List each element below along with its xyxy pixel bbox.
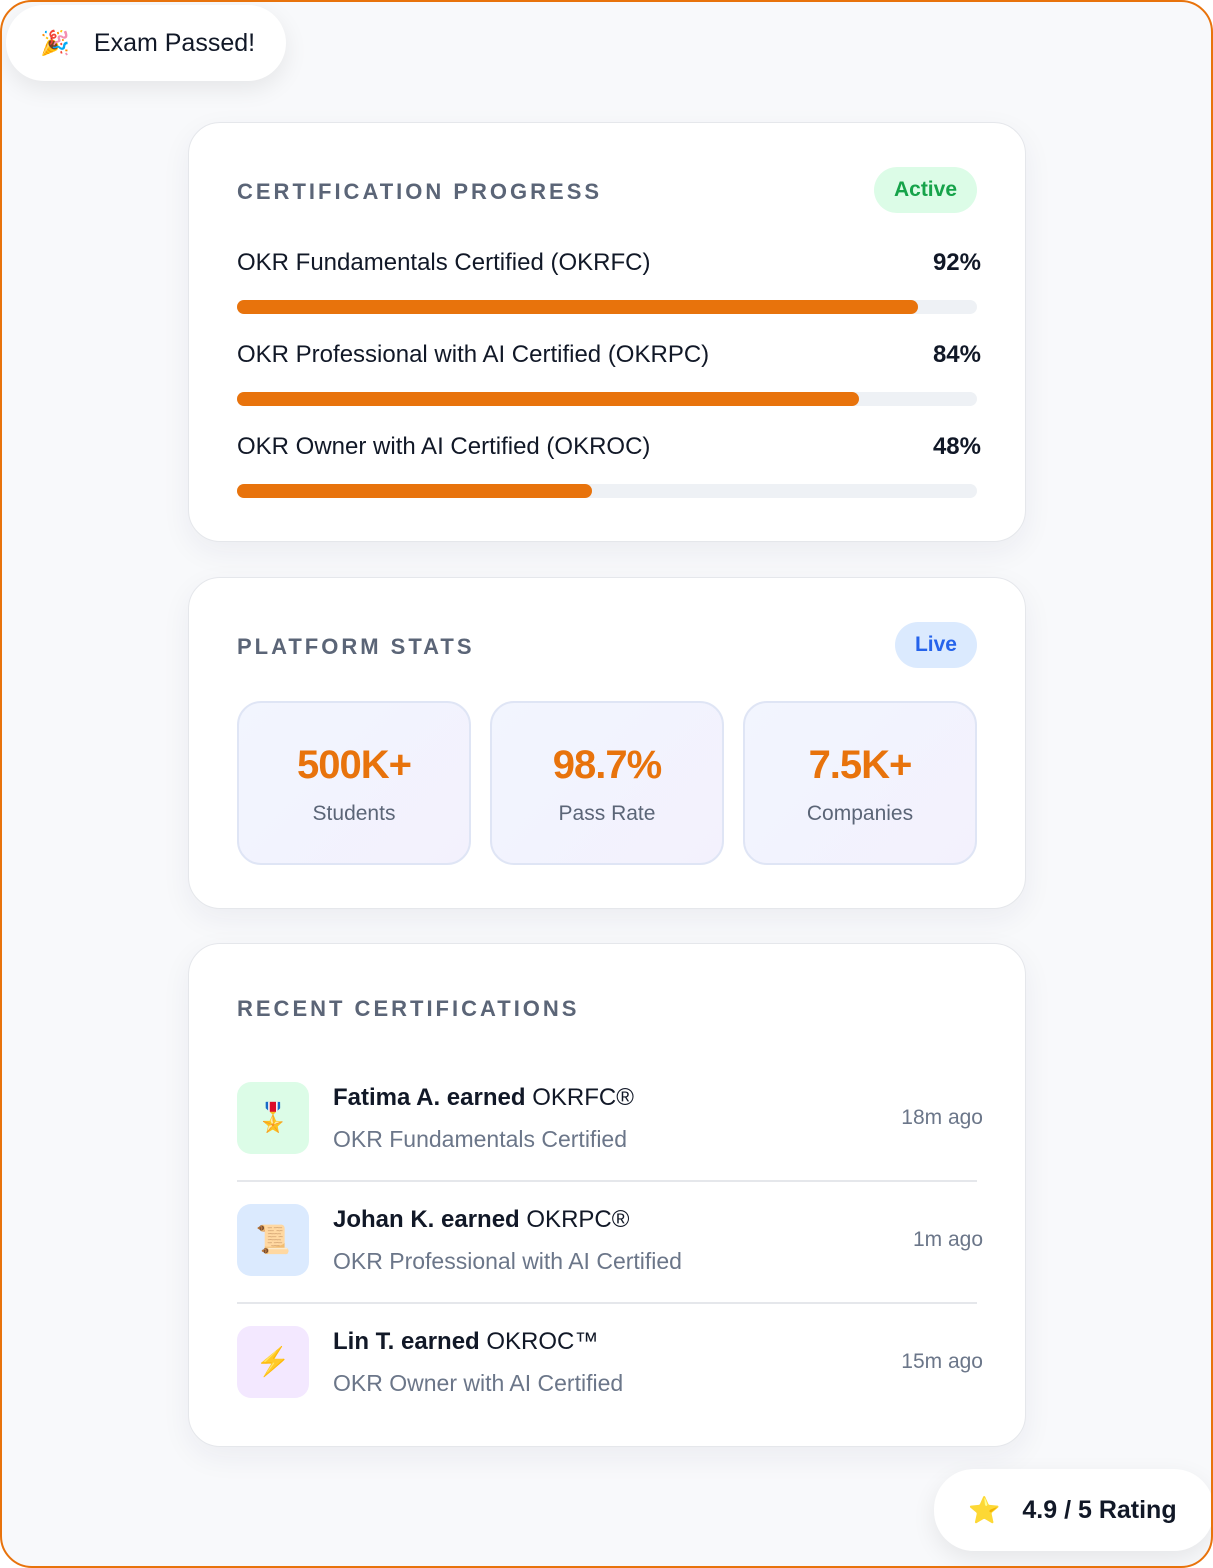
earner-name: Fatima A. earned — [333, 1084, 526, 1111]
progress-value: 92% — [932, 249, 981, 276]
card-title: CERTIFICATION PROGRESS — [237, 179, 603, 204]
stat-box: 98.7% Pass Rate — [490, 701, 724, 865]
stat-label: Pass Rate — [558, 802, 656, 825]
stat-value: 7.5K+ — [808, 743, 913, 787]
cert-subtitle: OKR Fundamentals Certified — [333, 1126, 628, 1152]
cert-code: OKRFC® — [532, 1084, 634, 1111]
progress-value: 84% — [932, 341, 981, 368]
earner-name: Lin T. earned — [333, 1328, 480, 1355]
cert-time: 18m ago — [901, 1106, 983, 1129]
rating-text: 4.9 / 5 Rating — [1022, 1495, 1177, 1524]
progress-card: CERTIFICATION PROGRESS Active OKR Fundam… — [188, 122, 1026, 542]
progress-label: OKR Fundamentals Certified (OKRFC) — [237, 249, 651, 276]
stat-label: Companies — [806, 802, 914, 825]
cert-title: Fatima A. earned OKRFC® — [333, 1084, 634, 1112]
cert-code: OKROC™ — [486, 1328, 599, 1355]
stat-value: 98.7% — [552, 743, 662, 787]
stat-label: Students — [312, 802, 396, 825]
stat-box: 7.5K+ Companies — [743, 701, 977, 865]
stat-box: 500K+ Students — [237, 701, 471, 865]
cert-code: OKRPC® — [526, 1206, 630, 1233]
progress-label: OKR Professional with AI Certified (OKRP… — [237, 341, 710, 368]
cert-title: Lin T. earned OKROC™ — [333, 1328, 598, 1356]
cert-time: 1m ago — [912, 1228, 983, 1251]
stat-value: 500K+ — [297, 743, 412, 787]
status-badge: Live — [894, 622, 977, 668]
rating-icon: ⭐ — [968, 1494, 1001, 1525]
status-badge: Active — [873, 167, 977, 213]
separator — [237, 1302, 977, 1304]
cert-title: Johan K. earned OKRPC® — [333, 1206, 629, 1234]
progress-track — [237, 484, 977, 498]
card-title: PLATFORM STATS — [237, 634, 475, 659]
progress-bar — [237, 484, 593, 498]
progress-value: 48% — [932, 433, 981, 460]
rating-badge: ⭐ 4.9 / 5 Rating — [934, 1469, 1211, 1551]
toast-icon: 🎉 — [40, 29, 70, 57]
stats-card: PLATFORM STATS Live 500K+ Students 98.7% Pa… — [188, 577, 1026, 909]
progress-bar — [237, 392, 859, 406]
progress-track — [237, 300, 977, 314]
earner-name: Johan K. earned — [333, 1206, 520, 1233]
cert-subtitle: OKR Owner with AI Certified — [333, 1370, 624, 1396]
progress-track — [237, 392, 977, 406]
cert-icon: 🎖️ — [237, 1082, 309, 1154]
cert-subtitle: OKR Professional with AI Certified — [333, 1248, 682, 1274]
cert-icon: ⚡ — [237, 1326, 309, 1398]
toast-text: Exam Passed! — [93, 28, 256, 57]
toast: 🎉 Exam Passed! — [6, 5, 286, 81]
card-title: RECENT CERTIFICATIONS — [237, 996, 580, 1021]
progress-label: OKR Owner with AI Certified (OKROC) — [237, 433, 651, 460]
recent-card: RECENT CERTIFICATIONS 🎖️ Fatima A. earned… — [188, 943, 1026, 1447]
cert-time: 15m ago — [901, 1350, 983, 1373]
cert-icon: 📜 — [237, 1204, 309, 1276]
progress-bar — [237, 300, 918, 314]
separator — [237, 1180, 977, 1182]
